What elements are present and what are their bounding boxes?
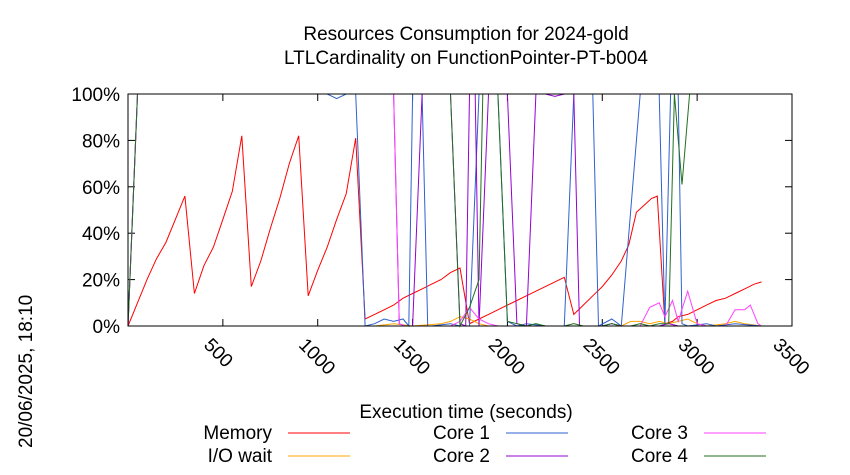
chart-title: Resources Consumption for 2024-gold [303, 24, 628, 45]
series-line-memory [127, 135, 762, 327]
timestamp: 20/06/2025, 18:10 [16, 295, 37, 448]
plot-frame [127, 93, 793, 327]
legend-label: Core 2 [433, 446, 490, 467]
y-axis: 0% 20% 40% 60% 80% 100% [71, 85, 792, 338]
y-tick-label: 100% [71, 85, 120, 106]
plot-area [127, 93, 762, 328]
series-line-core-2 [127, 93, 762, 327]
x-tick-label: 3000 [674, 335, 719, 380]
series-line-core-4 [127, 93, 762, 328]
x-tick-label: 2500 [579, 335, 624, 380]
x-axis-label: Execution time (seconds) [359, 402, 572, 423]
series-line-core-1 [127, 93, 762, 328]
x-tick-label: 3500 [768, 335, 813, 380]
x-tick-label: 2000 [484, 335, 529, 380]
legend-label: Core 3 [631, 423, 688, 444]
y-tick-label: 0% [93, 317, 121, 338]
legend-label: I/O wait [208, 446, 273, 467]
x-tick-label: 1500 [389, 335, 434, 380]
y-tick-label: 60% [82, 178, 120, 199]
series-line-core-3 [127, 93, 762, 327]
chart-subtitle: LTLCardinality on FunctionPointer-PT-b00… [284, 48, 648, 69]
legend-label: Memory [203, 423, 272, 444]
x-tick-label: 500 [199, 335, 236, 372]
y-tick-label: 20% [82, 271, 120, 292]
x-tick-label: 1000 [294, 335, 339, 380]
x-axis: 500 1000 1500 2000 2500 3000 3500 [199, 94, 813, 379]
y-tick-label: 40% [82, 224, 120, 245]
y-tick-label: 80% [82, 131, 120, 152]
legend-label: Core 4 [631, 446, 688, 467]
legend-label: Core 1 [433, 423, 490, 444]
